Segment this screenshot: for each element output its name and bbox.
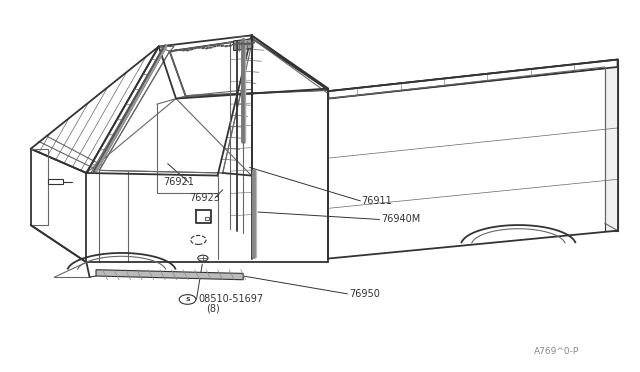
Polygon shape bbox=[234, 39, 253, 51]
Polygon shape bbox=[328, 60, 618, 99]
Text: 76923: 76923 bbox=[189, 193, 220, 203]
Polygon shape bbox=[96, 270, 243, 280]
Text: 76940M: 76940M bbox=[381, 215, 420, 224]
Polygon shape bbox=[328, 60, 618, 99]
Text: 76911: 76911 bbox=[362, 196, 392, 206]
Text: 76921: 76921 bbox=[163, 177, 194, 187]
Polygon shape bbox=[605, 60, 618, 231]
Polygon shape bbox=[48, 179, 63, 184]
Text: (8): (8) bbox=[206, 304, 220, 314]
Circle shape bbox=[198, 255, 208, 261]
Polygon shape bbox=[99, 39, 253, 173]
Text: A769^0-P: A769^0-P bbox=[534, 347, 580, 356]
Polygon shape bbox=[170, 39, 328, 96]
Text: 08510-51697: 08510-51697 bbox=[198, 295, 264, 304]
Text: S: S bbox=[185, 297, 190, 302]
Text: 76950: 76950 bbox=[349, 289, 380, 299]
